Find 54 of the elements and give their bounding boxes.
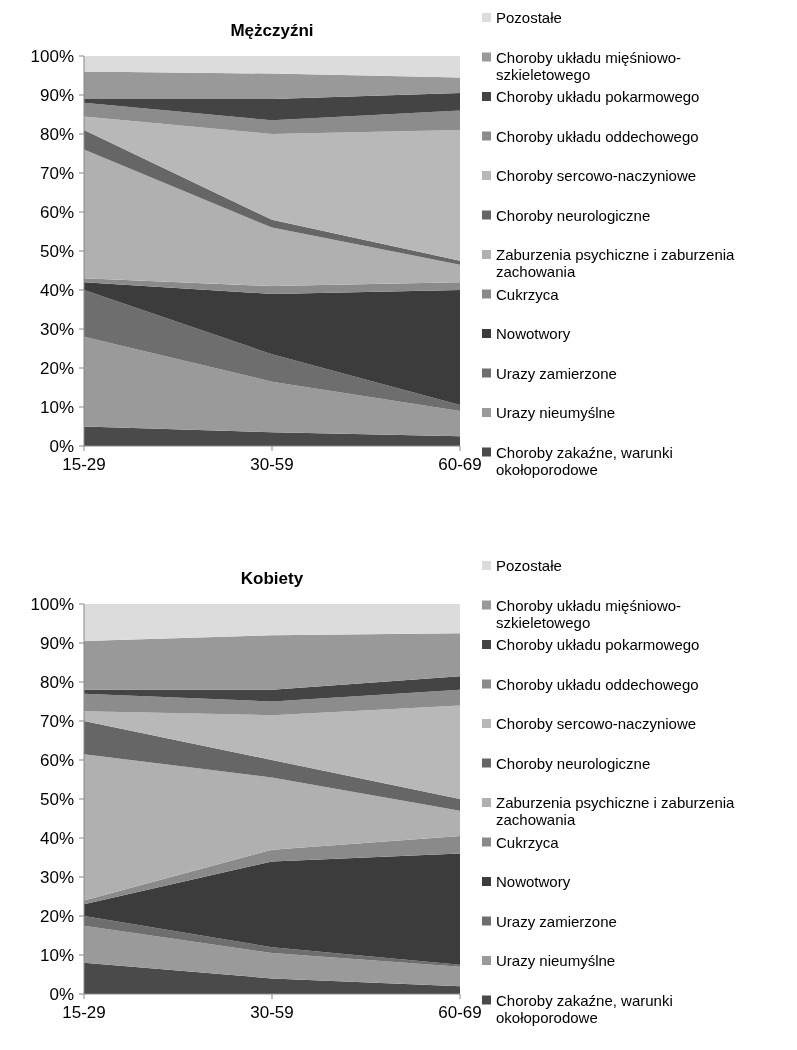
y-tick-label: 30% [39,867,74,887]
y-tick-label: 80% [39,672,74,692]
y-tick-label: 60% [39,202,74,222]
legend-label: Pozostałe [496,9,562,27]
legend-label: Cukrzyca [496,833,560,851]
legend-label: Urazy nieumyślne [496,952,616,970]
chart-title: Kobiety [240,569,304,588]
y-tick-label: 60% [39,750,74,770]
legend-label: Choroby sercowo-naczyniowe [496,167,697,185]
y-tick-label: 20% [39,906,74,926]
legend-label: Choroby układu pokarmowego [496,636,700,654]
y-tick-label: 90% [39,85,74,105]
y-tick-label: 50% [39,241,74,261]
legend-label: Urazy zamierzone [496,364,617,382]
x-tick-label: 15-29 [62,1003,106,1022]
y-tick-label: 100% [30,594,74,614]
y-tick-label: 90% [39,633,74,653]
x-tick-label: 60-69 [438,455,482,474]
legend-label: Choroby układu oddechowego [496,127,699,145]
y-tick-label: 0% [49,984,74,1004]
legend-label: Zaburzenia psychiczne i zaburzenia zachowania [496,794,736,829]
x-tick-label: 15-29 [62,455,106,474]
y-tick-label: 50% [39,789,74,809]
legend-label: Zaburzenia psychiczne i zaburzenia zachowania [496,246,736,281]
legend-label: Choroby neurologiczne [496,754,651,772]
legend-label: Choroby zakaźne, warunki okołoporodowe [496,443,673,478]
legend-label: Urazy zamierzone [496,912,617,930]
x-tick-label: 30-59 [250,1003,294,1022]
legend-label: Choroby sercowo-naczyniowe [496,715,697,733]
y-tick-label: 10% [39,397,74,417]
y-tick-label: 10% [39,945,74,965]
y-tick-label: 40% [39,828,74,848]
chart-title: Mężczyźni [230,21,314,40]
y-tick-label: 80% [39,124,74,144]
y-tick-label: 30% [39,319,74,339]
y-tick-label: 70% [39,711,74,731]
legend-label: Nowotwory [496,325,571,343]
legend-label: Choroby układu pokarmowego [496,88,700,106]
legend-label: Pozostałe [496,557,562,575]
y-tick-label: 70% [39,163,74,183]
legend-label: Cukrzyca [496,285,560,303]
x-tick-label: 60-69 [438,1003,482,1022]
legend-label: Choroby układu oddechowego [496,675,699,693]
y-tick-label: 40% [39,280,74,300]
legend-label: Choroby układu mięśniowo-szkieletowego [496,48,682,83]
y-tick-label: 0% [49,436,74,456]
legend-label: Nowotwory [496,873,571,891]
legend-label: Choroby neurologiczne [496,206,651,224]
legend-label: Choroby zakaźne, warunki okołoporodowe [496,991,673,1026]
y-tick-label: 100% [30,46,74,66]
x-tick-label: 30-59 [250,455,294,474]
legend-label: Choroby układu mięśniowo-szkieletowego [496,596,682,631]
y-tick-label: 20% [39,358,74,378]
legend-label: Urazy nieumyślne [496,404,616,422]
